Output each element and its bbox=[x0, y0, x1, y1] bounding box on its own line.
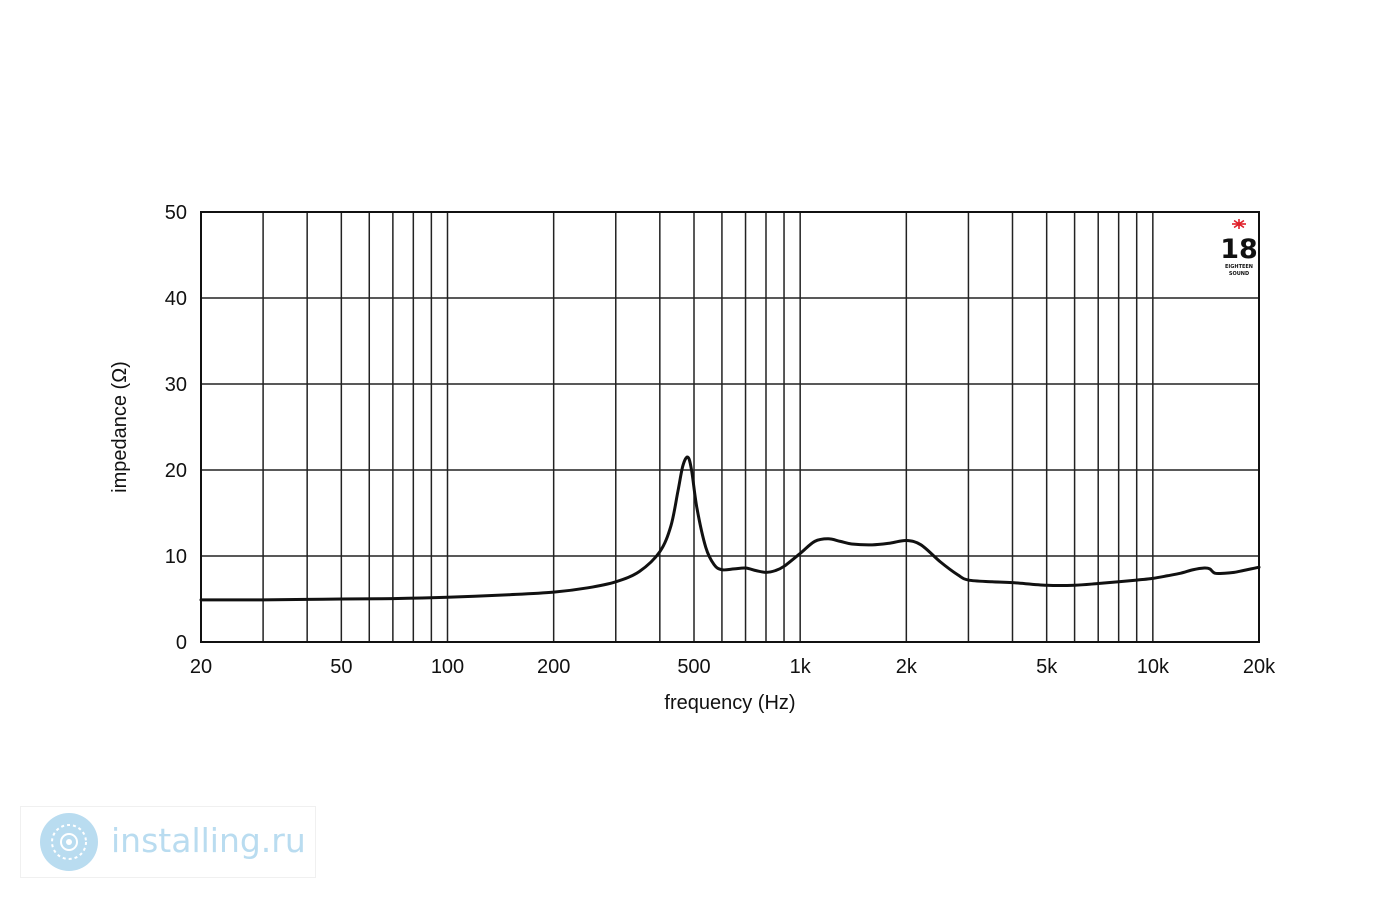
y-tick-label: 50 bbox=[165, 202, 187, 224]
y-tick-label: 30 bbox=[165, 374, 187, 396]
x-tick-label: 20 bbox=[190, 656, 212, 678]
star-icon bbox=[1232, 219, 1246, 229]
x-tick-label: 10k bbox=[1137, 656, 1170, 678]
y-tick-label: 0 bbox=[176, 632, 187, 654]
impedance-curve bbox=[199, 455, 1261, 602]
y-tick-label: 40 bbox=[165, 288, 187, 310]
logo-line1: EIGHTEEN bbox=[1225, 264, 1253, 270]
logo-line2: SOUND bbox=[1229, 271, 1249, 277]
plot-frame bbox=[200, 211, 1260, 643]
eighteen-sound-logo: 18 EIGHTEEN SOUND bbox=[1220, 219, 1258, 277]
x-tick-label: 5k bbox=[1036, 656, 1058, 678]
x-tick-label: 50 bbox=[330, 656, 352, 678]
y-tick-label: 20 bbox=[165, 460, 187, 482]
x-tick-label: 200 bbox=[537, 656, 570, 678]
y-tick-label: 10 bbox=[165, 546, 187, 568]
x-tick-label: 100 bbox=[431, 656, 464, 678]
x-tick-label: 500 bbox=[677, 656, 710, 678]
x-tick-label: 2k bbox=[896, 656, 918, 678]
logo-number: 18 bbox=[1220, 234, 1258, 265]
watermark-badge-icon bbox=[40, 813, 98, 871]
grid bbox=[200, 211, 1260, 643]
x-tick-label: 20k bbox=[1243, 656, 1276, 678]
x-tick-label: 1k bbox=[790, 656, 812, 678]
watermark-text: installing.ru bbox=[111, 821, 306, 860]
x-tick-labels: 20 50 100 200 500 1k 2k 5k 10k 20k bbox=[190, 656, 1276, 678]
y-axis-title: impedance (Ω) bbox=[109, 361, 131, 493]
watermark: installing.ru bbox=[20, 806, 316, 878]
y-tick-labels: 0 10 20 30 40 50 bbox=[165, 202, 187, 654]
x-axis-title: frequency (Hz) bbox=[664, 692, 795, 714]
